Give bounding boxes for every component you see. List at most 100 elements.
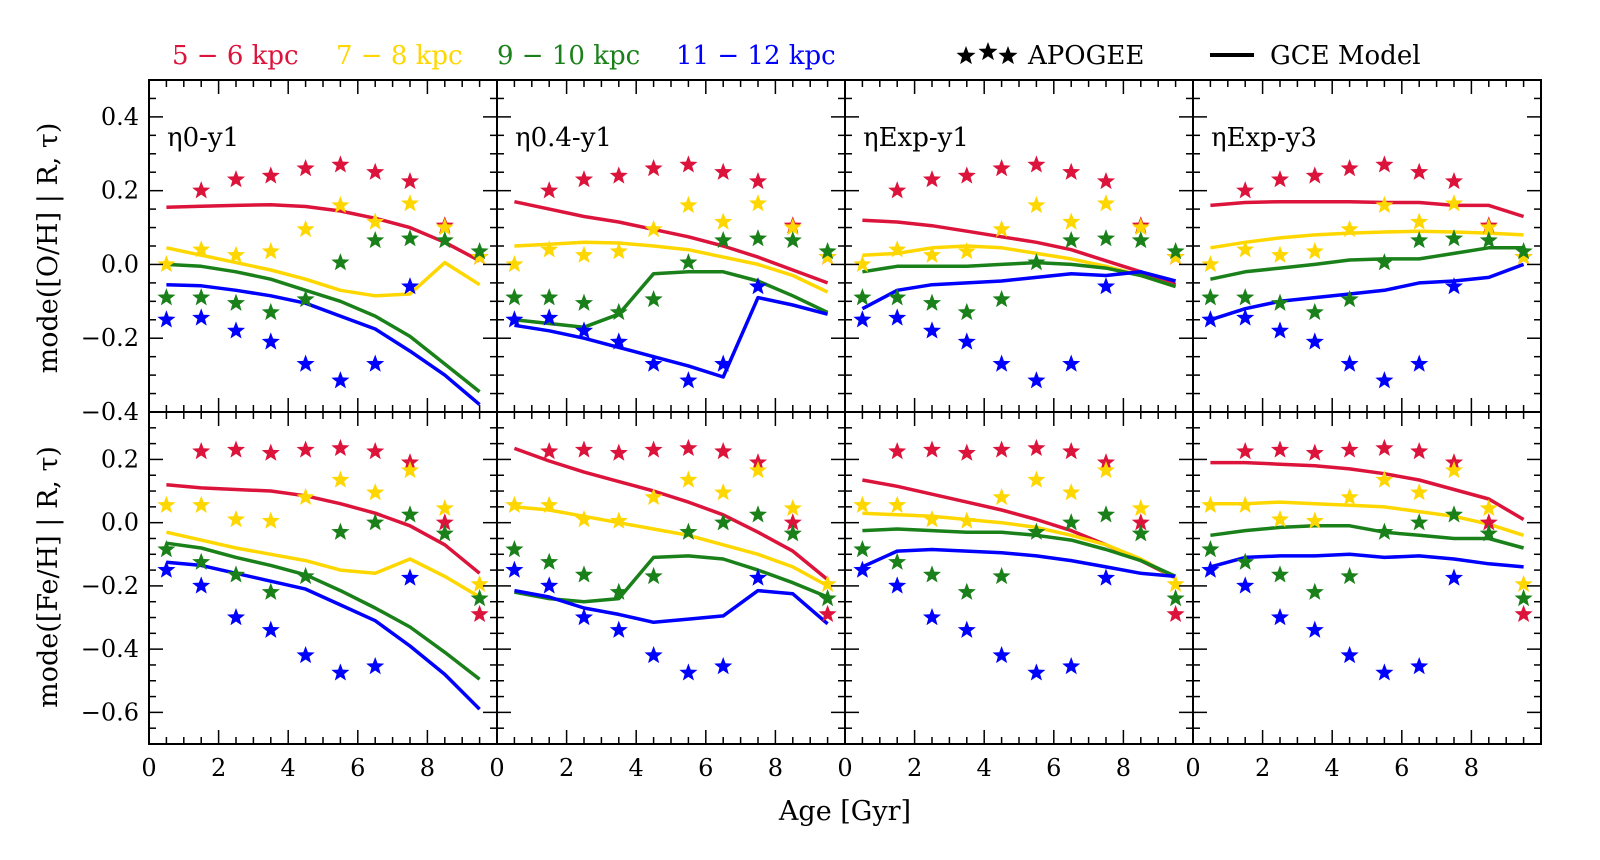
model-line-bin-4 [514, 588, 829, 626]
apogee-star-bin-2 [226, 510, 246, 528]
apogee-star-bin-1 [714, 442, 733, 460]
apogee-star-bin-4 [1375, 371, 1394, 389]
model-line-bin-1 [166, 482, 481, 575]
apogee-star-bin-3 [1340, 566, 1359, 585]
apogee-star-bin-4 [888, 308, 907, 326]
y-tick-label: 0.2 [101, 177, 139, 205]
model-line-bin-4 [166, 560, 481, 711]
apogee-star-bin-3 [714, 230, 733, 249]
apogee-star-bin-2 [435, 218, 454, 236]
y-tick-label: −0.6 [81, 698, 139, 726]
x-tick-label: 4 [1325, 754, 1340, 782]
apogee-star-bin-4 [157, 560, 176, 578]
apogee-star-bin-1 [540, 442, 559, 460]
apogee-star-bin-1 [1062, 162, 1081, 180]
apogee-star-bin-1 [470, 604, 489, 623]
panel-frame: 0 2 4 6 8 [1185, 411, 1542, 782]
apogee-star-bin-4 [1096, 568, 1116, 586]
apogee-star-bin-2 [609, 511, 628, 529]
apogee-star-bin-3 [261, 582, 280, 600]
apogee-star-bin-2 [783, 498, 802, 517]
apogee-star-bin-1 [574, 170, 594, 188]
x-axis-title: Age [Gyr] [778, 796, 911, 827]
apogee-star-bin-1 [714, 162, 733, 180]
apogee-star-bin-3 [331, 253, 350, 271]
apogee-star-bin-4 [1340, 645, 1359, 664]
apogee-star-bin-3 [226, 293, 246, 311]
x-tick-label: 2 [211, 754, 226, 782]
apogee-star-bin-3 [1166, 589, 1185, 607]
model-line-bin-4 [1209, 262, 1525, 322]
apogee-star-bin-3 [1131, 230, 1150, 249]
apogee-star-bin-4 [1340, 354, 1359, 372]
apogee-star-bin-1 [1270, 440, 1290, 458]
legend-apogee-label: APOGEE [1027, 41, 1144, 71]
panel-feh-2 [505, 438, 837, 681]
apogee-star-bin-4 [540, 308, 559, 326]
apogee-star-bin-1 [922, 440, 942, 458]
panel-feh-1 [157, 438, 489, 711]
apogee-star-bin-3 [1270, 293, 1290, 311]
apogee-star-bin-4 [331, 663, 350, 681]
apogee-star-bin-2 [888, 240, 907, 258]
apogee-star-bin-2 [644, 487, 663, 506]
apogee-star-bin-3 [470, 242, 489, 260]
apogee-star-bin-2 [783, 218, 802, 236]
apogee-star-bin-4 [644, 354, 663, 372]
panel-feh-3 [853, 438, 1185, 681]
apogee-star-bin-4 [644, 645, 663, 664]
apogee-star-bin-2 [992, 487, 1011, 506]
apogee-star-bin-3 [192, 288, 211, 306]
apogee-star-bin-2 [1131, 218, 1150, 236]
x-tick-label: 6 [350, 754, 365, 782]
apogee-star-bin-3 [1166, 242, 1185, 260]
x-tick-label: 0 [1185, 754, 1200, 782]
apogee-star-bin-3 [540, 552, 559, 570]
apogee-star-bin-1 [1096, 171, 1116, 190]
model-line-bin-4 [861, 547, 1176, 579]
apogee-star-bin-2 [992, 219, 1011, 238]
model-line-bin-3 [514, 270, 829, 329]
apogee-star-bin-4 [1201, 310, 1220, 328]
apogee-star-bin-1 [540, 181, 559, 199]
y-tick-label: 0.4 [101, 103, 139, 131]
legend: 5 − 6 kpc 7 − 8 kpc 9 − 10 kpc 11 − 12 k… [172, 41, 1421, 71]
apogee-star-bin-3 [922, 565, 942, 583]
apogee-star-bin-1 [296, 159, 315, 177]
apogee-star-bin-4 [679, 371, 698, 389]
apogee-star-bin-1 [1514, 604, 1533, 623]
legend-apogee-marker [956, 42, 1018, 65]
apogee-star-bin-3 [1375, 253, 1394, 271]
apogee-star-bin-1 [644, 440, 663, 458]
apogee-star-bin-2 [505, 254, 524, 273]
apogee-star-bin-4 [957, 620, 976, 638]
apogee-star-bin-4 [992, 354, 1011, 372]
apogee-star-bin-2 [226, 245, 246, 263]
apogee-star-bin-2 [192, 240, 211, 258]
panel-oh-1 [157, 155, 489, 406]
apogee-star-bin-4 [679, 663, 698, 681]
panel-frame: η0-y1 −0.4 −0.2 0.0 0.2 0.4 [81, 79, 498, 426]
x-tick-label: 4 [629, 754, 644, 782]
apogee-star-bin-2 [331, 470, 350, 488]
apogee-star-bin-4 [1305, 332, 1324, 350]
apogee-star-bin-2 [1479, 218, 1498, 236]
apogee-star-bin-4 [192, 576, 211, 594]
apogee-star-bin-2 [1166, 574, 1185, 593]
legend-star-icon [956, 46, 976, 65]
apogee-star-bin-4 [609, 332, 628, 350]
apogee-star-bin-1 [1375, 155, 1394, 173]
model-line-bin-3 [1210, 524, 1525, 550]
apogee-star-bin-3 [644, 289, 663, 308]
y-tick-label: 0.0 [101, 250, 139, 278]
apogee-star-bin-3 [853, 540, 872, 558]
apogee-star-bin-4 [366, 354, 385, 372]
apogee-star-bin-1 [818, 604, 837, 623]
y-tick-label: −0.2 [81, 324, 139, 352]
apogee-star-bin-2 [1166, 247, 1185, 265]
legend-label-11-12kpc: 11 − 12 kpc [676, 41, 836, 71]
apogee-star-bin-2 [192, 495, 211, 513]
apogee-star-bin-3 [1096, 505, 1116, 523]
y-axis-title-feh: mode([Fe/H] | R, τ) [33, 446, 64, 708]
apogee-star-bin-4 [957, 332, 976, 350]
